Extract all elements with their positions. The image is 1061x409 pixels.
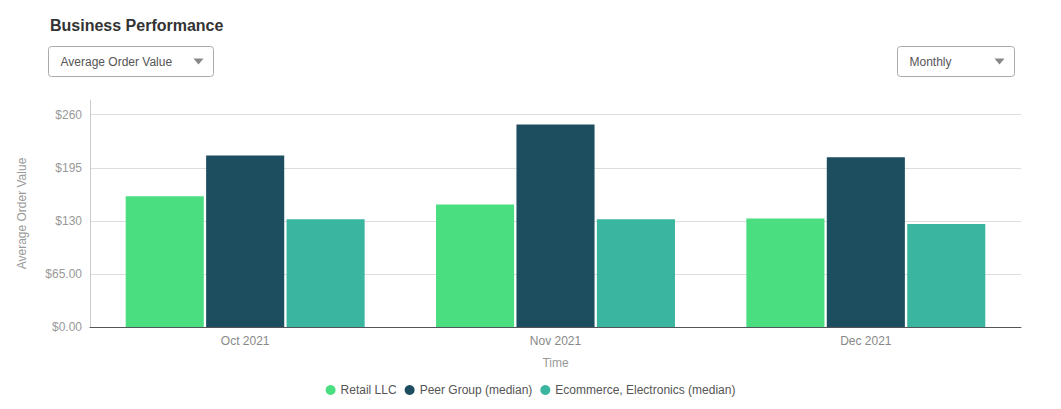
svg-text:Nov 2021: Nov 2021 [530, 334, 582, 348]
svg-text:Dec 2021: Dec 2021 [840, 334, 892, 348]
svg-text:Time: Time [542, 356, 569, 370]
svg-text:Monthly: Monthly [910, 55, 952, 69]
svg-text:Peer Group (median): Peer Group (median) [420, 383, 533, 397]
svg-text:$65.00: $65.00 [45, 267, 82, 281]
svg-text:$0.00: $0.00 [52, 320, 82, 334]
svg-text:Average Order Value: Average Order Value [15, 157, 29, 269]
svg-text:$195: $195 [55, 161, 82, 175]
svg-text:Average Order Value: Average Order Value [61, 55, 173, 69]
svg-text:Business Performance: Business Performance [50, 17, 224, 34]
svg-text:$260: $260 [55, 108, 82, 122]
svg-text:Retail LLC: Retail LLC [341, 383, 397, 397]
svg-text:Oct 2021: Oct 2021 [221, 334, 270, 348]
svg-text:Ecommerce, Electronics (median: Ecommerce, Electronics (median) [555, 383, 735, 397]
svg-text:$130: $130 [55, 214, 82, 228]
